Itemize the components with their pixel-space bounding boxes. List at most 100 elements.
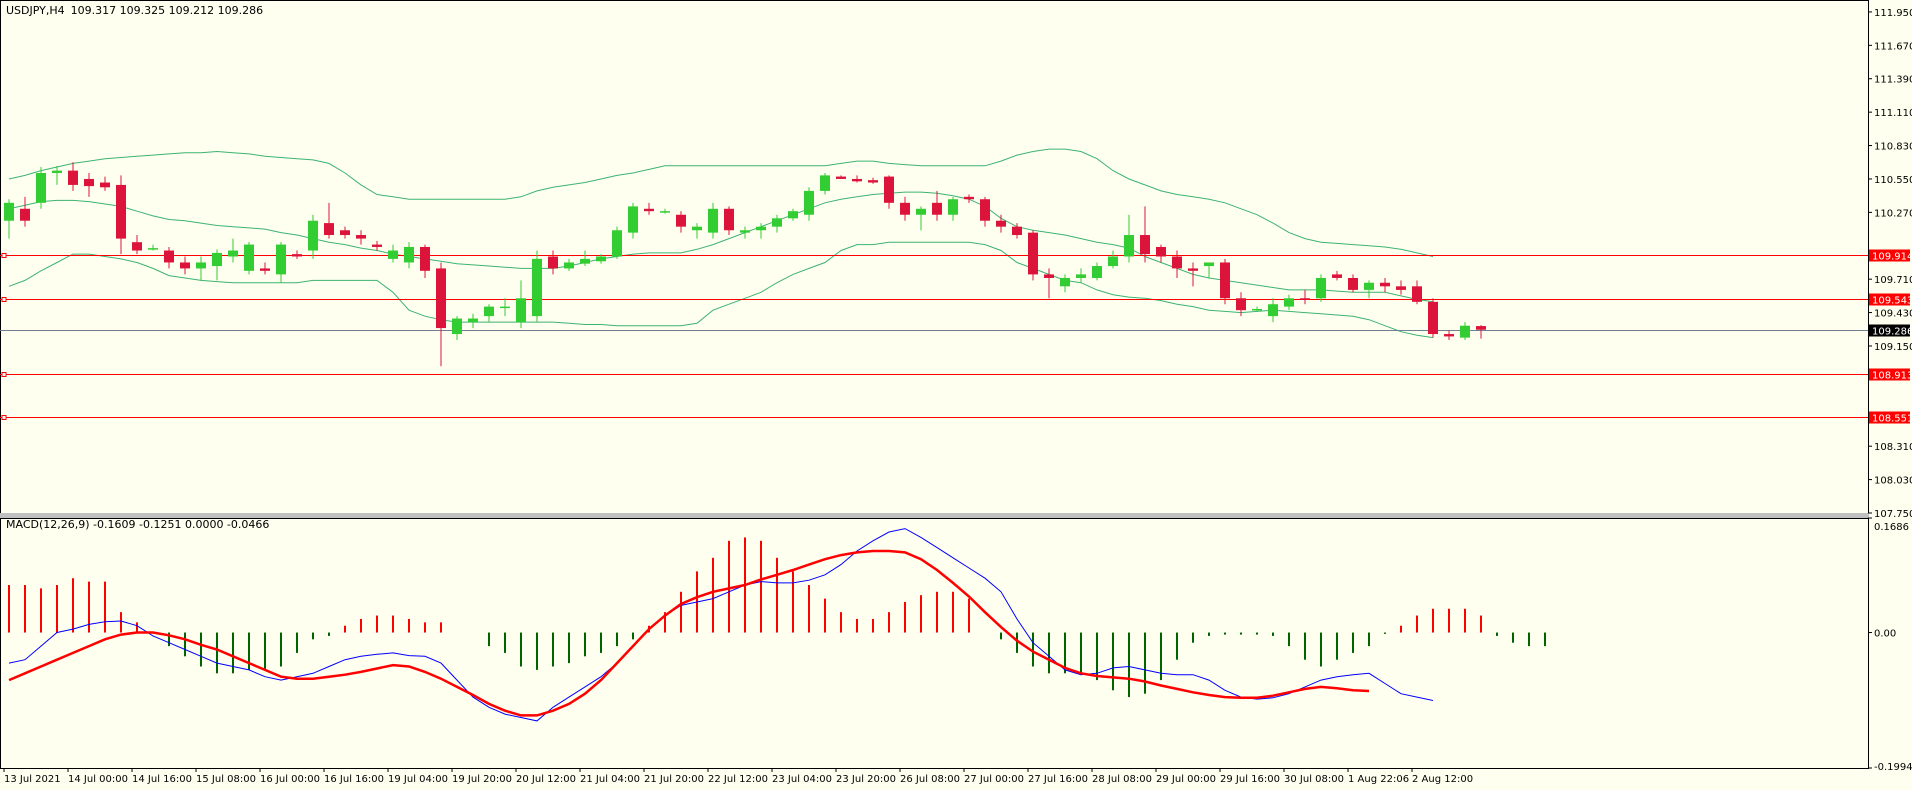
macd-label: MACD(12,26,9) -0.1609 -0.1251 0.0000 -0.… (6, 518, 269, 531)
candle-body-bear (548, 256, 558, 269)
candlesticks (4, 162, 1486, 367)
candle-body-bull (276, 244, 286, 275)
candle-body-bull (484, 306, 494, 317)
time-tick-label: 28 Jul 08:00 (1092, 774, 1152, 785)
macd-axis: 0.1686 0.00 -0.1994 (1868, 517, 1912, 773)
time-tick-label: 16 Jul 16:00 (324, 774, 384, 785)
candle-body-bear (324, 223, 334, 236)
candle-body-bull (1316, 277, 1326, 299)
candle-body-bear (1380, 282, 1390, 287)
candle-body-bear (1140, 235, 1150, 255)
candle-body-bull (660, 211, 670, 213)
candle-body-bull (212, 252, 222, 267)
candle-body-bull (1284, 298, 1294, 307)
time-tick-label: 23 Jul 20:00 (836, 774, 896, 785)
candle-body-bull (148, 248, 158, 250)
candle-body-bear (1236, 298, 1246, 311)
bollinger-bands (8, 148, 1434, 339)
candle-body-bear (356, 235, 366, 239)
candle-body-bear (1412, 286, 1422, 302)
candle-body-bull (1364, 282, 1374, 290)
pane-separator[interactable] (0, 513, 1869, 518)
candle-body-bull (804, 190, 814, 215)
candle-body-bear (1188, 268, 1198, 271)
time-tick-label: 30 Jul 08:00 (1284, 774, 1344, 785)
horizontal-levels[interactable]: 109.914 109.543 108.913 108.551 109.286 (0, 249, 1912, 425)
candle-body-bear (1044, 274, 1054, 278)
candle-body-bear (1220, 262, 1230, 299)
candle-body-bull (404, 246, 414, 263)
macd-lines (8, 528, 1434, 722)
candle-body-bull (1060, 277, 1070, 287)
indicator-pane-frame (0, 518, 1869, 769)
candle-body-bear (932, 202, 942, 215)
price-axis: 111.950 111.670 111.390 111.110 110.830 110.5… (1868, 8, 1912, 520)
level-price-label: 109.914 (1872, 252, 1912, 263)
candle-body-bear (436, 268, 446, 329)
level-anchor-handle (1, 372, 7, 377)
time-tick-label: 21 Jul 04:00 (580, 774, 640, 785)
current-price-label: 109.286 (1872, 327, 1912, 338)
candle-body-bear (996, 220, 1006, 227)
price-tick-label: 108.030 (1874, 476, 1912, 487)
candle-body-bear (980, 199, 990, 221)
candle-body-bull (1076, 274, 1086, 278)
candle-body-bull (36, 172, 46, 203)
candle-body-bull (580, 258, 590, 264)
time-tick-label: 14 Jul 16:00 (132, 774, 192, 785)
time-tick-label: 19 Jul 04:00 (388, 774, 448, 785)
price-tick-label: 109.150 (1874, 342, 1912, 353)
time-tick-label: 26 Jul 08:00 (900, 774, 960, 785)
candle-body-bear (964, 196, 974, 200)
level-price-label: 109.543 (1872, 296, 1912, 307)
candle-body-bear (868, 180, 878, 183)
candle-body-bull (596, 256, 606, 262)
candle-body-bear (644, 208, 654, 212)
candle-body-bear (1172, 256, 1182, 269)
time-tick-label: 27 Jul 00:00 (964, 774, 1024, 785)
candle-body-bull (564, 262, 574, 269)
candle-body-bull (612, 230, 622, 257)
level-price-label: 108.551 (1872, 414, 1912, 425)
candle-body-bear (372, 244, 382, 247)
candle-body-bull (1092, 266, 1102, 278)
candle-body-bear (132, 242, 142, 251)
candle-body-bull (692, 226, 702, 231)
symbol-text: USDJPY,H4 (6, 4, 65, 17)
candle-body-bear (676, 214, 686, 227)
time-tick-label: 29 Jul 16:00 (1220, 774, 1280, 785)
candle-body-bull (388, 250, 398, 259)
candle-body-bear (884, 176, 894, 203)
time-tick-label: 23 Jul 04:00 (772, 774, 832, 785)
candle-body-bear (84, 178, 94, 187)
candle-body-bull (772, 218, 782, 227)
level-anchor-handle (1, 253, 7, 258)
candle-body-bull (532, 258, 542, 317)
level-anchor-handle (1, 415, 7, 420)
candle-body-bear (724, 208, 734, 231)
candle-body-bear (100, 182, 110, 188)
time-tick-label: 27 Jul 16:00 (1028, 774, 1088, 785)
candle-body-bear (1012, 226, 1022, 236)
time-tick-label: 1 Aug 22:06 (1348, 774, 1409, 785)
candle-body-bear (180, 262, 190, 269)
time-tick-label: 29 Jul 00:00 (1156, 774, 1216, 785)
price-tick-label: 109.430 (1874, 309, 1912, 320)
candle-body-bear (1396, 286, 1406, 290)
candle-body-bull (1252, 308, 1262, 311)
time-tick-label: 21 Jul 20:00 (644, 774, 704, 785)
candle-body-bear (20, 208, 30, 221)
signal-line (8, 549, 1370, 717)
time-tick-label: 15 Jul 08:00 (196, 774, 256, 785)
price-tick-label: 111.950 (1874, 8, 1912, 19)
candle-body-bull (756, 226, 766, 231)
price-tick-label: 110.830 (1874, 142, 1912, 153)
price-tick-label: 110.550 (1874, 175, 1912, 186)
candle-body-bull (1268, 304, 1278, 317)
level-price-tag (1869, 411, 1910, 424)
candle-body-bull (52, 170, 62, 173)
time-tick-label: 2 Aug 12:00 (1412, 774, 1473, 785)
symbol-label: USDJPY,H4 109.317 109.325 109.212 109.286 (6, 4, 263, 17)
ohlc-text: 109.317 109.325 109.212 109.286 (71, 4, 263, 17)
